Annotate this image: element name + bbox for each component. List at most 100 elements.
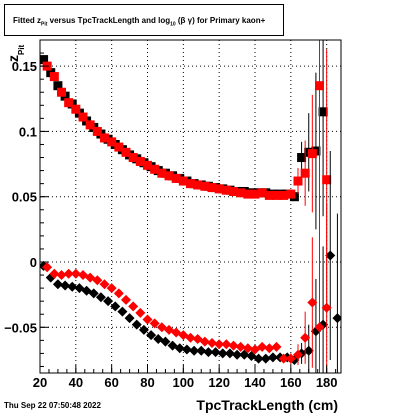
data-point-diamond xyxy=(307,297,318,308)
data-point-diamond xyxy=(278,353,289,364)
data-point-diamond xyxy=(253,353,264,364)
data-point-diamond xyxy=(235,341,246,352)
data-layer xyxy=(40,40,341,373)
y-tick-label: 0.05 xyxy=(12,190,37,205)
data-point-diamond xyxy=(314,322,325,333)
data-point-diamond xyxy=(185,332,196,343)
data-point-square xyxy=(297,153,307,163)
data-point-square xyxy=(193,180,203,190)
data-point-diamond xyxy=(110,301,121,312)
data-point-diamond xyxy=(42,262,53,273)
data-point-diamond xyxy=(239,349,250,360)
data-point-square xyxy=(207,183,217,193)
data-point-square xyxy=(236,188,246,198)
data-point-diamond xyxy=(95,292,106,303)
data-point-diamond xyxy=(135,307,146,318)
data-point-square xyxy=(243,189,253,199)
data-point-diamond xyxy=(196,345,207,356)
data-point-square xyxy=(307,149,317,159)
data-point-square xyxy=(279,190,289,200)
data-point-diamond xyxy=(56,270,67,281)
data-point-square xyxy=(100,133,109,143)
data-point-diamond xyxy=(325,250,336,261)
data-point-square xyxy=(264,190,274,200)
data-point-diamond xyxy=(260,353,271,364)
data-point-square xyxy=(250,189,260,199)
data-point-diamond xyxy=(131,319,142,330)
x-tick-label: 100 xyxy=(172,375,194,390)
data-point-diamond xyxy=(242,343,253,354)
data-point-square xyxy=(186,179,195,189)
x-tick-label: 180 xyxy=(316,375,338,390)
data-point-diamond xyxy=(210,347,221,358)
data-point-diamond xyxy=(99,279,110,290)
data-point-diamond xyxy=(52,279,63,290)
data-point-square xyxy=(121,147,131,157)
data-point-square xyxy=(221,185,231,195)
data-point-diamond xyxy=(106,283,117,294)
data-point-diamond xyxy=(271,341,282,352)
data-point-diamond xyxy=(332,313,341,324)
series-1 xyxy=(42,40,332,311)
data-point-diamond xyxy=(124,313,135,324)
data-point-square xyxy=(315,81,324,91)
data-point-diamond xyxy=(293,349,303,360)
data-point-diamond xyxy=(264,343,275,354)
series-2 xyxy=(40,151,341,373)
data-point-square xyxy=(135,156,145,166)
data-point-diamond xyxy=(92,275,103,286)
data-point-diamond xyxy=(214,339,225,350)
data-point-square xyxy=(64,98,74,108)
data-point-diamond xyxy=(174,343,185,354)
y-axis-label-main: z xyxy=(5,55,21,62)
data-point-diamond xyxy=(181,344,192,355)
data-point-square xyxy=(272,190,281,200)
data-point-diamond xyxy=(228,340,239,351)
data-point-diamond xyxy=(189,345,200,356)
data-point-square xyxy=(114,142,124,152)
data-point-square xyxy=(178,176,188,186)
series-3 xyxy=(42,203,332,373)
data-point-square xyxy=(49,72,59,82)
grid xyxy=(39,40,341,373)
data-point-diamond xyxy=(303,345,314,356)
data-point-square xyxy=(286,189,296,199)
plot-frame xyxy=(39,39,342,374)
data-point-diamond xyxy=(285,353,296,364)
x-tick-label: 20 xyxy=(33,375,47,390)
data-point-square xyxy=(200,181,210,191)
axes: 20 40 60 80 100 120 140 160 180 −0.05 0 0.05 0.1 0.15 xyxy=(4,39,338,390)
data-point-diamond xyxy=(300,332,311,343)
data-point-square xyxy=(107,137,117,147)
y-axis-label-sub: Pit xyxy=(17,44,26,55)
data-point-diamond xyxy=(60,280,71,291)
data-point-diamond xyxy=(142,314,153,325)
svg-text:zPit: zPit xyxy=(5,44,26,62)
data-point-diamond xyxy=(217,348,228,359)
data-point-diamond xyxy=(232,349,243,360)
x-tick-label: 60 xyxy=(104,375,118,390)
data-point-diamond xyxy=(49,268,60,279)
data-point-square xyxy=(143,160,152,170)
data-point-square xyxy=(40,55,49,65)
x-tick-label: 80 xyxy=(140,375,154,390)
data-point-square xyxy=(92,126,102,136)
data-point-square xyxy=(78,112,88,122)
data-point-square xyxy=(322,175,332,185)
y-tick-label: 0.1 xyxy=(19,124,37,139)
data-point-diamond xyxy=(321,302,332,313)
data-point-square xyxy=(157,168,167,178)
data-point-diamond xyxy=(267,352,278,363)
data-point-square xyxy=(150,164,160,174)
data-point-diamond xyxy=(113,288,124,299)
x-tick-label: 40 xyxy=(69,375,83,390)
data-point-diamond xyxy=(146,330,157,341)
data-point-square xyxy=(53,81,63,91)
x-tick-label: 160 xyxy=(280,375,302,390)
data-point-diamond xyxy=(103,296,114,307)
data-point-diamond xyxy=(199,336,210,347)
data-point-diamond xyxy=(207,337,217,348)
data-point-square xyxy=(128,153,138,163)
chart-title: Fitted zPit versus TpcTrackLength and lo… xyxy=(13,16,266,28)
